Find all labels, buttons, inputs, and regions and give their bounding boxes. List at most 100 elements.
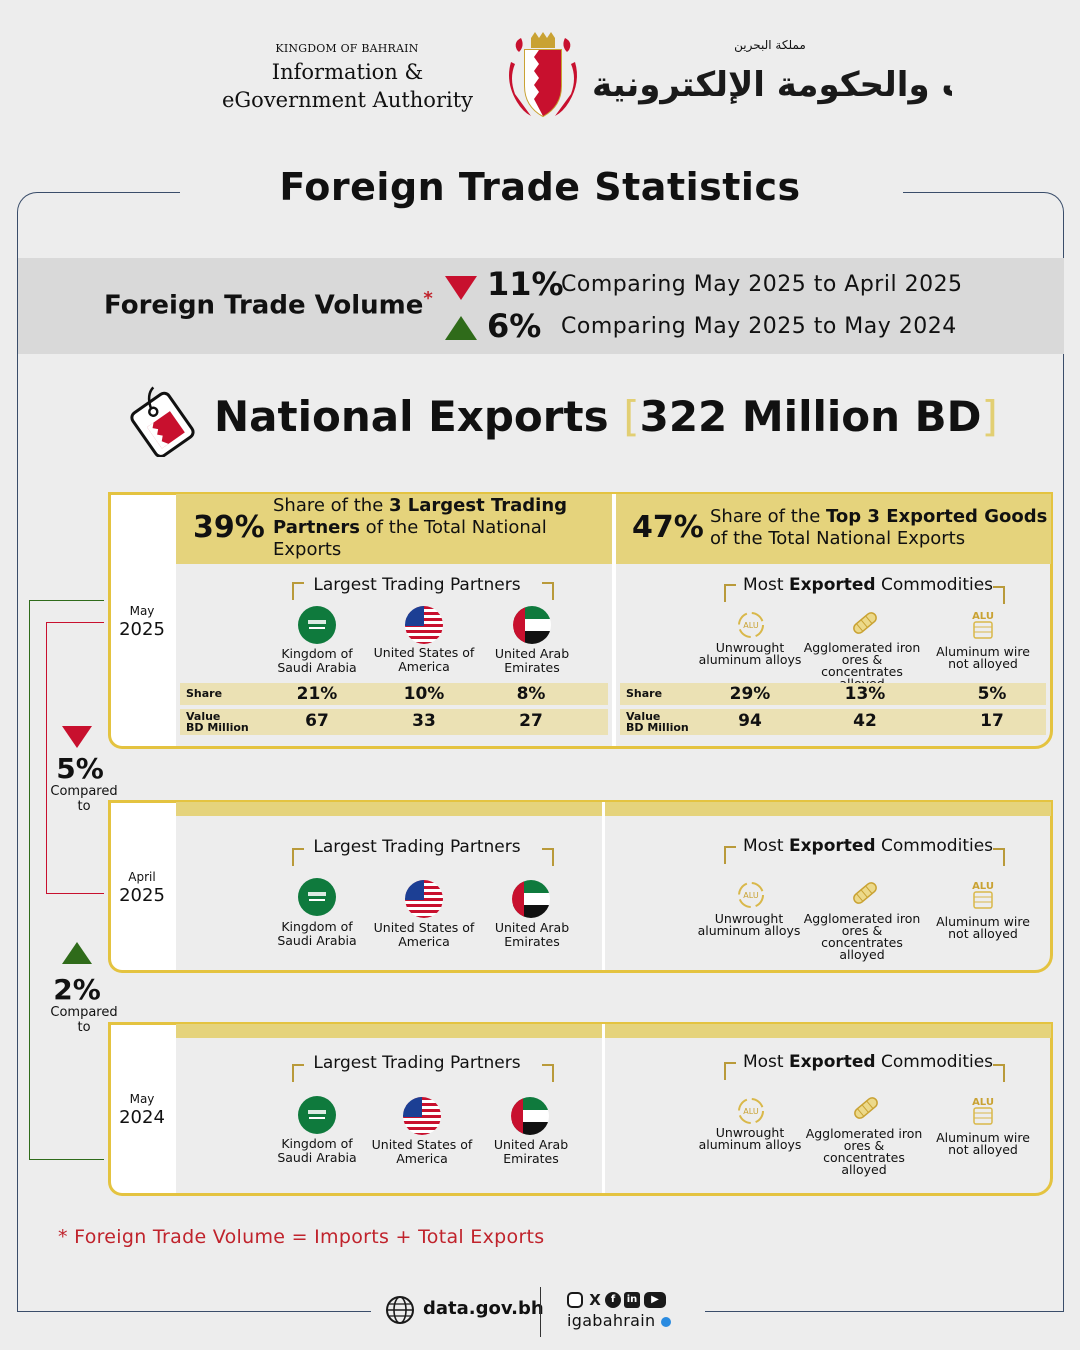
panel3-partners-corner-left — [292, 1064, 304, 1082]
panel3-divider — [602, 1024, 605, 1193]
partner-label-3: United Arab Emirates — [494, 646, 570, 675]
partners-value-label-2: BD Million — [186, 721, 249, 734]
goods-share-text-bold: Top 3 Exported Goods — [826, 506, 1048, 527]
goods-share-text-2: of the Total National Exports — [710, 528, 966, 549]
panel1-divider — [612, 494, 616, 746]
frame-top-left — [38, 192, 180, 193]
partners-value-row — [180, 709, 608, 735]
commodities-share-label: Share — [626, 687, 663, 700]
footer-website[interactable]: data.gov.bh — [423, 1298, 544, 1319]
linkedin-icon[interactable]: in — [624, 1292, 640, 1308]
commodity-share-2: 13% — [844, 684, 886, 704]
partner-label-3: United Arab Emirates — [494, 920, 570, 949]
aluminum-wire-icon: ALU — [966, 878, 1000, 912]
partner-label-1: Kingdom of Saudi Arabia — [277, 1136, 357, 1165]
aluminum-ingot-icon: ALU — [734, 608, 768, 642]
partner-share-1: 21% — [296, 684, 338, 704]
commodities-title-bold: Exported — [788, 1052, 876, 1072]
panel3-partners-title: Largest Trading Partners — [313, 1053, 521, 1073]
panel1-partners-title: Largest Trading Partners — [313, 575, 521, 595]
volume-label: Foreign Trade Volume* — [104, 288, 433, 321]
bracket-open: [ — [623, 392, 640, 441]
commodity-label-3: Aluminum wire not alloyed — [936, 644, 1030, 671]
commodities-title-1: Most — [742, 836, 789, 856]
frame-right — [1063, 215, 1064, 1312]
panel3-gold-band — [176, 1024, 1051, 1038]
panel1-partners-corner-right — [542, 582, 554, 600]
aluminum-wire-icon: ALU — [966, 1094, 1000, 1128]
volume-label-text: Foreign Trade Volume — [104, 290, 424, 321]
partners-share-text: Share of the 3 Largest Trading Partners … — [273, 495, 603, 561]
national-exports-heading: National Exports [322 Million BD] — [214, 392, 998, 441]
alu-text: ALU — [743, 1107, 759, 1116]
volume-down-arrow-icon — [445, 276, 477, 300]
partners-share-text-2: of the Total National Exports — [273, 517, 547, 560]
panel2-commodities-title: Most Exported Commodities — [738, 836, 998, 856]
period-month-1: May — [129, 604, 155, 618]
header-arabic-small: مملكة البحرين — [734, 38, 806, 52]
usa-flag-icon — [405, 880, 443, 918]
connector-green — [29, 600, 104, 1160]
period-year-1: 2025 — [119, 619, 165, 640]
partners-value-label: Value BD Million — [186, 711, 249, 733]
partners-value-label-1: Value — [186, 710, 221, 723]
header-kingdom: KINGDOM OF BAHRAIN — [275, 42, 419, 55]
footer-divider — [540, 1287, 541, 1337]
panel3-commodities-corner-left — [724, 1062, 736, 1080]
partner-label-2: United States of America — [371, 1137, 473, 1166]
panel3-commodities-corner-right — [993, 1064, 1005, 1082]
commodity-label-2: Agglomerated iron ores & concentrates al… — [803, 911, 921, 962]
footer-handle[interactable]: igabahrain — [567, 1311, 671, 1330]
commodities-title-1: Most — [742, 575, 789, 595]
commodities-title-2: Commodities — [875, 836, 994, 856]
alu-text: ALU — [972, 1097, 994, 1108]
goods-share-text-1: Share of the — [710, 506, 826, 527]
aluminum-ingot-icon: ALU — [734, 1094, 768, 1128]
verified-badge-icon — [660, 1316, 671, 1327]
goods-share-pct: 47% — [632, 510, 704, 545]
usa-flag-icon — [403, 1097, 441, 1135]
period-month-3: May — [129, 1092, 155, 1106]
instagram-icon[interactable] — [567, 1292, 583, 1308]
frame-bottom-left — [17, 1311, 371, 1312]
alu-text: ALU — [972, 881, 994, 892]
compare-pct-2: 2% — [53, 973, 101, 1006]
frame-corner-tl — [17, 192, 41, 216]
frame-top-right — [903, 192, 1041, 193]
commodities-value-row — [620, 709, 1046, 735]
partner-share-2: 10% — [403, 684, 445, 704]
compare-pct-1: 5% — [56, 752, 104, 785]
x-twitter-icon[interactable]: X — [589, 1291, 601, 1309]
panel1-partners-corner-left — [292, 582, 304, 600]
commodity-value-3: 17 — [980, 711, 1004, 731]
panel2-partners-corner-right — [542, 848, 554, 866]
iron-ore-icon — [848, 606, 882, 640]
price-tag-icon — [126, 385, 196, 458]
commodity-share-3: 5% — [977, 684, 1007, 704]
connector-red — [46, 622, 104, 894]
header-arabic-authority: هيئة المعلومات والحكومة الإلكترونية — [592, 65, 952, 105]
national-exports-label: National Exports — [214, 392, 609, 441]
uae-flag-icon — [511, 1097, 549, 1135]
commodities-title-1: Most — [742, 1052, 789, 1072]
iron-ore-icon — [849, 1091, 883, 1125]
partner-label-1: Kingdom of Saudi Arabia — [277, 919, 357, 948]
youtube-icon[interactable]: ▶ — [644, 1292, 666, 1308]
facebook-icon[interactable]: f — [605, 1292, 621, 1308]
period-year-3: 2024 — [119, 1107, 165, 1128]
partner-label-3: United Arab Emirates — [493, 1137, 569, 1166]
partners-share-pct: 39% — [193, 510, 265, 545]
panel2-commodities-corner-right — [993, 848, 1005, 866]
commodity-label-1: Unwrought aluminum alloys — [698, 1125, 802, 1152]
panel1-commodities-title: Most Exported Commodities — [738, 575, 998, 595]
saudi-flag-icon — [298, 606, 336, 644]
panel2-gold-band — [176, 802, 1051, 816]
goods-share-header — [616, 494, 1051, 564]
national-exports-amount: 322 Million BD — [639, 392, 982, 441]
panel1-commodities-corner-right — [993, 586, 1005, 604]
partners-share-row — [180, 683, 608, 705]
compare-up-arrow-icon — [62, 942, 92, 964]
date-col-may-2025 — [108, 492, 176, 749]
commodity-label-1: Unwrought aluminum alloys — [697, 911, 801, 938]
frame-left — [17, 215, 18, 1312]
